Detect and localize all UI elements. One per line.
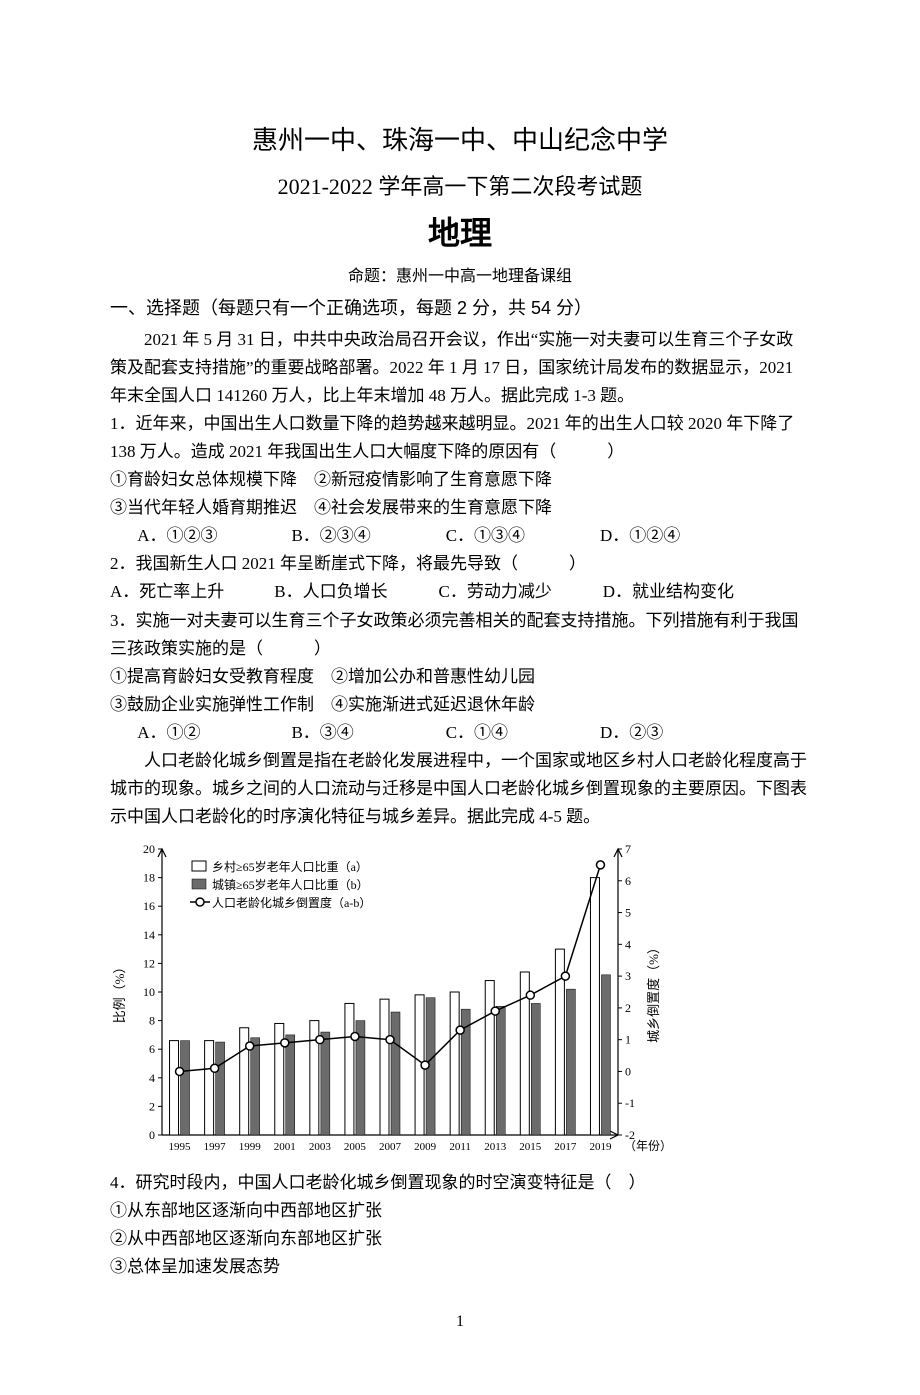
svg-text:4: 4 xyxy=(625,937,631,951)
svg-text:2003: 2003 xyxy=(309,1141,332,1153)
svg-text:2005: 2005 xyxy=(344,1141,367,1153)
q3-opt-c: C．①④ xyxy=(446,719,596,747)
svg-text:人口老龄化城乡倒置度（a-b）: 人口老龄化城乡倒置度（a-b） xyxy=(212,895,371,910)
svg-text:6: 6 xyxy=(149,1042,155,1056)
svg-text:7: 7 xyxy=(625,842,631,856)
q3-options: A．①② B．③④ C．①④ D．②③ xyxy=(110,719,810,747)
question-1: 1．近年来，中国出生人口数量下降的趋势越来越明显。2021 年的出生人口较 20… xyxy=(110,410,810,550)
svg-text:2001: 2001 xyxy=(274,1141,296,1153)
svg-text:3: 3 xyxy=(625,969,631,983)
question-3: 3．实施一对夫妻可以生育三个子女政策必须完善相关的配套支持措施。下列措施有利于我… xyxy=(110,607,810,747)
q3-opt-d: D．②③ xyxy=(600,719,750,747)
intro-1: 2021 年 5 月 31 日，中共中央政治局召开会议，作出“实施一对夫妻可以生… xyxy=(110,326,810,410)
svg-text:8: 8 xyxy=(149,1014,155,1028)
svg-text:10: 10 xyxy=(143,985,155,999)
title-subject: 地理 xyxy=(110,207,810,260)
author-line: 命题：惠州一中高一地理备课组 xyxy=(110,264,810,290)
svg-text:-1: -1 xyxy=(625,1096,635,1110)
svg-text:1: 1 xyxy=(625,1033,631,1047)
svg-text:比例（%）: 比例（%） xyxy=(112,960,127,1023)
svg-text:14: 14 xyxy=(143,928,155,942)
svg-text:2011: 2011 xyxy=(449,1141,471,1153)
svg-text:1995: 1995 xyxy=(169,1141,192,1153)
svg-text:乡村≥65岁老年人口比重（a）: 乡村≥65岁老年人口比重（a） xyxy=(212,859,368,874)
q2-opt-b: B．人口负增长 xyxy=(274,578,434,606)
question-4: 4．研究时段内，中国人口老龄化城乡倒置现象的时空演变特征是（ ） ①从东部地区逐… xyxy=(110,1169,810,1281)
page-number: 1 xyxy=(110,1309,810,1335)
q1-opt-a: A．①②③ xyxy=(137,522,287,550)
svg-text:城镇≥65岁老年人口比重（b）: 城镇≥65岁老年人口比重（b） xyxy=(212,877,369,892)
q1-options: A．①②③ B．②③④ C．①③④ D．①②④ xyxy=(110,522,810,550)
q1-opt-d: D．①②④ xyxy=(600,522,750,550)
q2-options: A．死亡率上升 B．人口负增长 C．劳动力减少 D．就业结构变化 xyxy=(110,578,810,606)
svg-text:2009: 2009 xyxy=(414,1141,437,1153)
q1-choice-line-2: ③当代年轻人婚育期推迟 ④社会发展带来的生育意愿下降 xyxy=(110,494,810,522)
q4-choice-1: ①从东部地区逐渐向中西部地区扩张 xyxy=(110,1197,810,1225)
svg-text:16: 16 xyxy=(143,899,155,913)
q2-opt-a: A．死亡率上升 xyxy=(110,578,270,606)
svg-text:1997: 1997 xyxy=(204,1141,227,1153)
svg-text:1999: 1999 xyxy=(239,1141,262,1153)
svg-text:4: 4 xyxy=(149,1071,155,1085)
q3-opt-b: B．③④ xyxy=(291,719,441,747)
svg-text:2007: 2007 xyxy=(379,1141,402,1153)
intro-2: 人口老龄化城乡倒置是指在老龄化发展进程中，一个国家或地区乡村人口老龄化程度高于城… xyxy=(110,747,810,831)
svg-text:0: 0 xyxy=(625,1064,631,1078)
q2-opt-c: C．劳动力减少 xyxy=(439,578,599,606)
svg-text:0: 0 xyxy=(149,1128,155,1142)
q3-opt-a: A．①② xyxy=(137,719,287,747)
q4-choice-3: ③总体呈加速发展态势 xyxy=(110,1253,810,1281)
aging-chart: 02468101214161820-2-101234567比例（%）城乡倒置度（… xyxy=(110,839,670,1169)
svg-text:2015: 2015 xyxy=(519,1141,542,1153)
q4-choice-2: ②从中西部地区逐渐向东部地区扩张 xyxy=(110,1225,810,1253)
q1-opt-b: B．②③④ xyxy=(291,522,441,550)
svg-text:2019: 2019 xyxy=(589,1141,612,1153)
svg-text:12: 12 xyxy=(143,956,155,970)
svg-text:6: 6 xyxy=(625,874,631,888)
q1-choice-line-1: ①育龄妇女总体规模下降 ②新冠疫情影响了生育意愿下降 xyxy=(110,466,810,494)
question-2: 2．我国新生人口 2021 年呈断崖式下降，将最先导致（ ） A．死亡率上升 B… xyxy=(110,550,810,606)
section-1-heading: 一、选择题（每题只有一个正确选项，每题 2 分，共 54 分） xyxy=(110,294,810,324)
q2-stem: 2．我国新生人口 2021 年呈断崖式下降，将最先导致（ ） xyxy=(110,550,810,578)
svg-text:2013: 2013 xyxy=(484,1141,507,1153)
svg-text:20: 20 xyxy=(143,842,155,856)
svg-text:（年份）: （年份） xyxy=(624,1139,670,1153)
title-exam: 2021-2022 学年高一下第二次段考试题 xyxy=(110,169,810,205)
svg-text:2: 2 xyxy=(149,1099,155,1113)
q2-opt-d: D．就业结构变化 xyxy=(603,578,763,606)
q4-stem: 4．研究时段内，中国人口老龄化城乡倒置现象的时空演变特征是（ ） xyxy=(110,1169,810,1197)
svg-text:2017: 2017 xyxy=(554,1141,577,1153)
svg-text:18: 18 xyxy=(143,871,155,885)
svg-text:城乡倒置度（%）: 城乡倒置度（%） xyxy=(646,941,661,1043)
title-schools: 惠州一中、珠海一中、中山纪念中学 xyxy=(110,120,810,163)
q3-stem: 3．实施一对夫妻可以生育三个子女政策必须完善相关的配套支持措施。下列措施有利于我… xyxy=(110,607,810,663)
q1-stem: 1．近年来，中国出生人口数量下降的趋势越来越明显。2021 年的出生人口较 20… xyxy=(110,410,810,466)
q3-choice-line-2: ③鼓励企业实施弹性工作制 ④实施渐进式延迟退休年龄 xyxy=(110,691,810,719)
svg-text:2: 2 xyxy=(625,1001,631,1015)
q3-choice-line-1: ①提高育龄妇女受教育程度 ②增加公办和普惠性幼儿园 xyxy=(110,663,810,691)
q1-opt-c: C．①③④ xyxy=(446,522,596,550)
svg-text:5: 5 xyxy=(625,905,631,919)
chart-svg: 02468101214161820-2-101234567比例（%）城乡倒置度（… xyxy=(110,839,670,1169)
